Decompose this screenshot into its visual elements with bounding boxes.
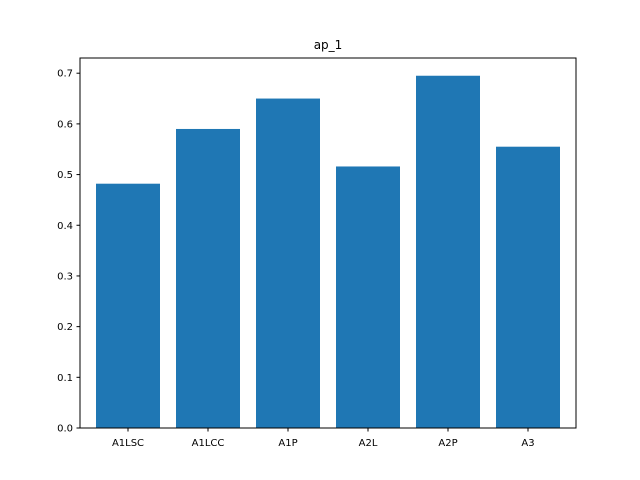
bar-a1p [256, 98, 320, 429]
bar-a3 [496, 146, 560, 428]
y-tick-label: 0.4 [57, 221, 73, 232]
x-tick-label: A2P [438, 438, 457, 449]
y-tick-label: 0.1 [57, 373, 73, 384]
y-tick-label: 0.3 [57, 271, 73, 282]
y-tick-label: 0.0 [57, 424, 73, 435]
bar-a2p [416, 75, 480, 429]
y-axis-ticks: 0.0 0.1 0.2 0.3 0.4 0.5 0.6 0.7 [57, 69, 80, 435]
x-tick-label: A1LCC [192, 438, 225, 449]
bar-a1lsc [96, 183, 160, 428]
bar-a1lcc [176, 128, 240, 428]
y-tick-label: 0.7 [57, 69, 73, 80]
bar-a2l [336, 166, 400, 428]
chart-title: ap_1 [314, 38, 343, 52]
x-axis-ticks: A1LSC A1LCC A1P A2L A2P A3 [112, 428, 535, 449]
y-tick-label: 0.5 [57, 170, 73, 181]
bars-group [96, 75, 560, 429]
x-tick-label: A1P [278, 438, 297, 449]
plot-frame [79, 57, 577, 429]
y-tick-label: 0.6 [57, 119, 73, 130]
x-tick-label: A1LSC [112, 438, 144, 449]
x-tick-label: A2L [359, 438, 378, 449]
y-tick-label: 0.2 [57, 322, 73, 333]
x-tick-label: A3 [521, 438, 534, 449]
